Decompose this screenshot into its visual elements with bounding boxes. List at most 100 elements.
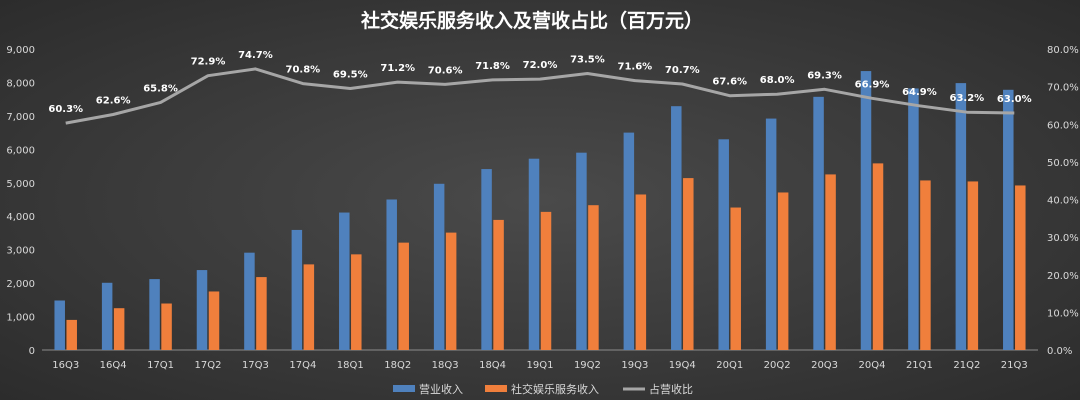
y2-tick-label: 30.0% (1047, 233, 1079, 244)
bar-social-revenue (208, 291, 220, 350)
x-tick-label: 20Q4 (859, 360, 886, 371)
y2-tick-label: 40.0% (1047, 196, 1079, 207)
y-tick-label: 3,000 (6, 246, 35, 257)
y2-tick-label: 60.0% (1047, 120, 1079, 131)
data-label-share: 65.8% (143, 83, 178, 94)
bar-revenue (528, 158, 540, 350)
bar-revenue (955, 83, 967, 350)
bar-social-revenue (256, 277, 267, 350)
bar-social-revenue (635, 194, 647, 350)
data-label-share: 68.0% (760, 75, 795, 86)
bar-revenue (386, 199, 397, 350)
data-label-share: 71.6% (618, 62, 653, 73)
y-tick-label: 0 (29, 346, 35, 357)
y-tick-label: 9,000 (6, 45, 35, 56)
bar-social-revenue (161, 303, 172, 350)
bar-revenue (765, 118, 777, 350)
bar-social-revenue (872, 163, 884, 350)
data-label-share: 64.9% (902, 87, 937, 98)
x-tick-label: 18Q3 (432, 360, 459, 371)
y2-tick-label: 0.0% (1047, 346, 1072, 357)
data-label-share: 63.2% (950, 93, 985, 104)
bar-revenue (54, 300, 65, 350)
bar-revenue (244, 252, 255, 350)
data-label-share: 67.6% (712, 77, 747, 88)
x-tick-label: 21Q2 (953, 360, 980, 371)
x-tick-label: 19Q1 (527, 360, 554, 371)
data-label-share: 70.8% (286, 65, 321, 76)
data-label-share: 69.5% (333, 70, 368, 81)
bar-revenue (339, 212, 350, 350)
x-tick-label: 16Q4 (100, 360, 127, 371)
x-tick-label: 17Q2 (195, 360, 222, 371)
bar-social-revenue (351, 254, 362, 350)
bar-revenue (101, 282, 113, 350)
x-tick-label: 17Q3 (242, 360, 269, 371)
data-label-share: 66.9% (855, 79, 890, 90)
bar-revenue (196, 270, 208, 350)
x-tick-label: 16Q3 (52, 360, 79, 371)
x-tick-label: 21Q3 (1001, 360, 1028, 371)
bar-social-revenue (303, 264, 315, 350)
data-label-share: 72.0% (523, 60, 558, 71)
y2-tick-label: 80.0% (1047, 45, 1079, 56)
x-tick-label: 21Q1 (906, 360, 933, 371)
y-tick-label: 1,000 (6, 313, 35, 324)
bar-social-revenue (493, 219, 504, 350)
x-tick-label: 17Q4 (289, 360, 316, 371)
bar-social-revenue (445, 232, 457, 350)
legend-label-share: 占营收比 (649, 382, 693, 396)
bar-revenue (433, 183, 445, 350)
x-tick-label: 20Q1 (716, 360, 743, 371)
data-label-share: 74.7% (238, 50, 273, 61)
bar-revenue (149, 279, 160, 350)
x-tick-label: 20Q3 (811, 360, 838, 371)
legend-label-social-revenue: 社交娱乐服务收入 (511, 382, 599, 396)
legend-swatch-social-revenue (485, 385, 507, 392)
x-tick-label: 18Q4 (479, 360, 506, 371)
chart-title: 社交娱乐服务收入及营收占比（百万元） (360, 9, 703, 32)
data-label-share: 70.6% (428, 65, 463, 76)
x-tick-label: 20Q2 (764, 360, 791, 371)
y-tick-label: 6,000 (6, 145, 35, 156)
bar-social-revenue (730, 207, 741, 350)
y-tick-label: 8,000 (6, 78, 35, 89)
bar-revenue (860, 71, 872, 350)
bar-revenue (813, 96, 824, 350)
y2-tick-label: 50.0% (1047, 158, 1079, 169)
bar-social-revenue (683, 178, 694, 350)
data-label-share: 73.5% (570, 54, 605, 65)
data-label-share: 69.3% (807, 70, 842, 81)
data-label-share: 71.2% (380, 63, 415, 74)
bar-social-revenue (398, 242, 409, 350)
bar-social-revenue (113, 308, 125, 350)
bar-social-revenue (920, 180, 931, 350)
bar-revenue (576, 152, 587, 350)
x-tick-label: 18Q2 (384, 360, 411, 371)
line-share (65, 67, 1015, 125)
y-tick-label: 7,000 (6, 112, 35, 123)
data-label-share: 60.3% (48, 104, 83, 115)
bar-revenue (291, 229, 303, 350)
bar-social-revenue (825, 174, 836, 350)
bar-revenue (481, 169, 492, 350)
bar-revenue (1003, 89, 1014, 351)
x-tick-label: 17Q1 (147, 360, 174, 371)
bar-social-revenue (540, 211, 552, 350)
data-label-share: 63.0% (997, 94, 1032, 105)
bar-social-revenue (66, 319, 77, 350)
bar-social-revenue (777, 192, 789, 350)
bar-revenue (908, 88, 919, 350)
bar-revenue (718, 139, 729, 350)
legend-label-revenue: 营业收入 (419, 382, 463, 396)
bar-revenue (623, 132, 635, 350)
data-label-share: 70.7% (665, 65, 700, 76)
y-tick-label: 2,000 (6, 279, 35, 290)
y2-tick-label: 70.0% (1047, 83, 1079, 94)
data-label-share: 62.6% (96, 95, 131, 106)
y2-tick-label: 10.0% (1047, 308, 1079, 319)
data-label-share: 71.8% (475, 61, 510, 72)
y-tick-label: 4,000 (6, 212, 35, 223)
x-tick-label: 19Q2 (574, 360, 601, 371)
